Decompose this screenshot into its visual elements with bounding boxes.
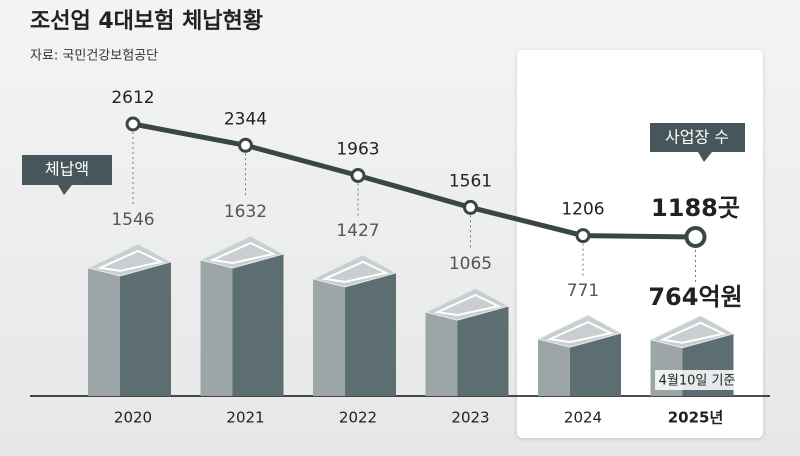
bar-right-face [457, 306, 509, 396]
x-tick-label: 2025년 [668, 409, 724, 427]
bill-icon [658, 321, 727, 344]
line-value-label: 1963 [336, 140, 379, 160]
bill-icon [208, 241, 277, 265]
annotation: 4월10일 기준 [659, 374, 736, 389]
legend-label: 사업장 수 [665, 128, 729, 147]
bar [199, 235, 285, 396]
bar-left-face [313, 278, 345, 396]
callout-box [22, 155, 112, 195]
bill-icon [433, 294, 502, 317]
line-value-label: 1561 [449, 171, 492, 191]
bar-value-label: 1632 [224, 202, 267, 222]
point [125, 116, 141, 132]
bar-value-label: 764억원 [648, 283, 742, 311]
legend-label: 체납액 [45, 160, 89, 179]
bar [86, 243, 173, 396]
line-value-label: 1206 [561, 200, 604, 220]
point [684, 226, 707, 248]
bar-top-face [649, 315, 735, 349]
annotation-bg [655, 370, 739, 390]
bar-value-label: 1546 [111, 210, 154, 230]
point [350, 168, 366, 184]
bar-top-face [199, 235, 285, 269]
bar-right-face [345, 272, 396, 396]
bar-left-face [425, 312, 458, 396]
bar-top-face [311, 254, 398, 288]
bar-top-face [536, 314, 623, 348]
bar-left-face [88, 267, 120, 396]
x-tick-label: 2021 [226, 409, 264, 427]
x-tick-label: 2024 [564, 409, 602, 427]
bar-left-face [200, 260, 233, 396]
bar [311, 254, 398, 396]
bill-icon [96, 249, 165, 272]
bar-left-face [538, 339, 570, 396]
line [132, 121, 696, 240]
point [463, 199, 478, 215]
bar-top-face [86, 243, 173, 277]
bill-icon [546, 321, 615, 344]
bar-right-face [570, 333, 621, 396]
bar-right-face [232, 254, 284, 396]
line-value-label: 2344 [224, 109, 267, 129]
point [575, 228, 591, 244]
bar-top-face [424, 287, 510, 321]
bar-value-label: 1427 [336, 221, 379, 241]
bar-value-label: 771 [567, 281, 599, 301]
bill-icon [321, 260, 390, 283]
x-tick-label: 2020 [114, 409, 152, 427]
bar [536, 314, 623, 396]
x-tick-label: 2023 [451, 409, 489, 427]
line-value-label: 1188곳 [651, 194, 740, 222]
bar [424, 287, 510, 396]
x-tick-label: 2022 [339, 409, 377, 427]
chart-title: 조선업 4대보험 체납현황 [30, 8, 263, 34]
bar-value-label: 1065 [449, 254, 492, 274]
line-value-label: 2612 [111, 88, 154, 108]
point [238, 137, 253, 153]
callout-box [650, 123, 745, 162]
bar-right-face [120, 261, 171, 396]
source: 자료: 국민건강보험공단 [30, 49, 158, 64]
